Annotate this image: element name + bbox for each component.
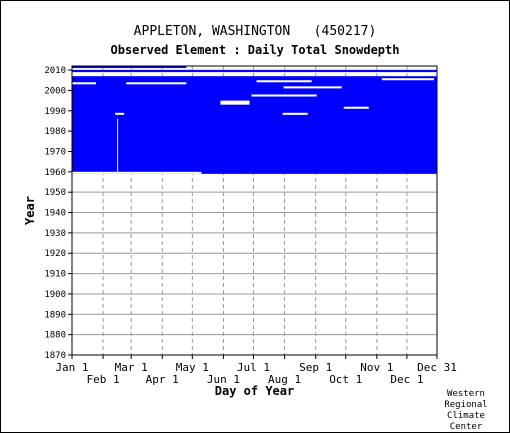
plot-border (71, 65, 438, 356)
y-tick-label: 1910 (44, 270, 66, 280)
chart-subtitle: Observed Element : Daily Total Snowdepth (110, 43, 400, 57)
x-tick-label: May 1 (176, 361, 209, 374)
missing-data-gap (72, 82, 97, 85)
observed-data-block (72, 66, 187, 69)
x-tick-label: Aug 1 (268, 373, 301, 386)
y-tick-label: 1890 (44, 310, 66, 320)
x-tick-label: Feb 1 (87, 373, 120, 386)
missing-data-gap (220, 100, 250, 105)
x-tick-label: Jul 1 (237, 361, 270, 374)
y-tick-label: 1990 (44, 107, 66, 117)
credit-block: Western Regional Climate Center (436, 389, 496, 433)
missing-data-gap (251, 94, 317, 97)
y-tick-label: 1880 (44, 331, 66, 341)
y-tick-label: 2000 (44, 86, 66, 96)
missing-data-gap (117, 118, 119, 172)
y-tick-label: 1870 (44, 351, 66, 361)
y-tick-label: 1980 (44, 127, 66, 137)
observed-data-block (72, 70, 437, 73)
credit-line: Western (447, 389, 485, 399)
credit-line: Center (449, 422, 483, 432)
x-tick-label: Jun 1 (207, 373, 240, 386)
x-tick-label: Mar 1 (115, 361, 148, 374)
missing-data-gap (381, 78, 434, 81)
missing-data-gap (282, 112, 308, 115)
x-tick-label: Dec 31 (417, 361, 457, 374)
x-axis-label: Day of Year (215, 384, 294, 398)
x-tick-label: Dec 1 (390, 373, 423, 386)
chart-title: APPLETON, WASHINGTON (450217) (133, 24, 377, 39)
y-tick-label: 1950 (44, 188, 66, 198)
y-tick-label: 1900 (44, 290, 66, 300)
missing-data-gap (126, 82, 187, 85)
y-tick-label: 1960 (44, 168, 66, 178)
missing-data-gap (256, 80, 312, 83)
y-tick-label: 1970 (44, 147, 66, 157)
y-tick-label: 2010 (44, 66, 66, 76)
missing-data-gap (343, 106, 369, 109)
missing-data-gap (283, 86, 342, 89)
x-tick-label: Apr 1 (146, 373, 179, 386)
observed-data-block (72, 76, 437, 174)
y-axis-label: Year (23, 196, 37, 225)
missing-data-gap (115, 112, 125, 115)
y-tick-label: 1940 (44, 209, 66, 219)
credit-line: Regional (444, 400, 488, 410)
y-tick-label: 1920 (44, 249, 66, 259)
x-tick-label: Sep 1 (299, 361, 332, 374)
x-tick-label: Jan 1 (55, 361, 88, 374)
x-tick-label: Nov 1 (360, 361, 393, 374)
credit-line: Climate (447, 411, 485, 421)
missing-data-gap (72, 171, 202, 174)
y-tick-label: 1930 (44, 229, 66, 239)
x-tick-label: Oct 1 (329, 373, 362, 386)
